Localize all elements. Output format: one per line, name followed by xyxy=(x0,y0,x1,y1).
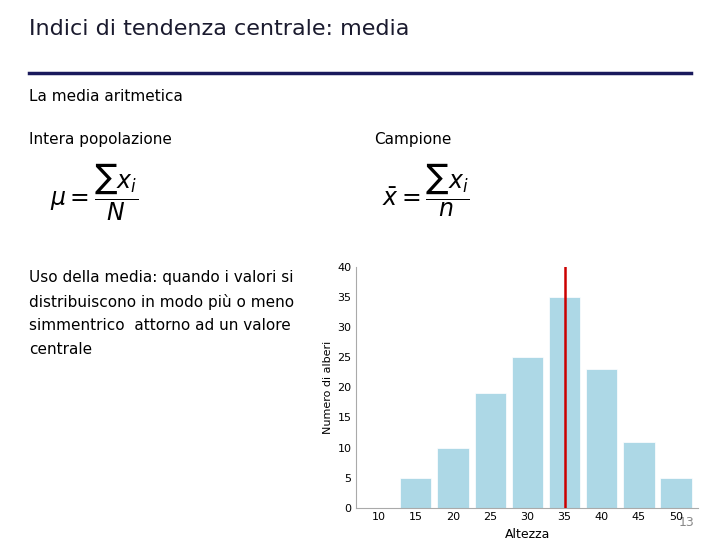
Bar xyxy=(624,442,654,508)
Text: 13: 13 xyxy=(679,516,695,529)
Bar xyxy=(660,477,692,508)
Text: Intera popolazione: Intera popolazione xyxy=(29,132,171,147)
Text: $\bar{x} = \dfrac{\sum x_i}{n}$: $\bar{x} = \dfrac{\sum x_i}{n}$ xyxy=(382,162,469,219)
Text: Uso della media: quando i valori si
distribuiscono in modo più o meno
simmentric: Uso della media: quando i valori si dist… xyxy=(29,270,294,357)
Y-axis label: Numero di alberi: Numero di alberi xyxy=(323,341,333,434)
Bar xyxy=(400,477,431,508)
Text: $\mu = \dfrac{\sum x_i}{N}$: $\mu = \dfrac{\sum x_i}{N}$ xyxy=(50,162,138,224)
Bar xyxy=(438,448,469,508)
Text: La media aritmetica: La media aritmetica xyxy=(29,89,183,104)
Bar xyxy=(474,394,506,508)
Bar xyxy=(549,298,580,508)
Bar xyxy=(586,369,617,508)
Text: Campione: Campione xyxy=(374,132,451,147)
X-axis label: Altezza: Altezza xyxy=(505,528,550,540)
Text: Indici di tendenza centrale: media: Indici di tendenza centrale: media xyxy=(29,19,409,39)
Bar xyxy=(512,357,543,508)
